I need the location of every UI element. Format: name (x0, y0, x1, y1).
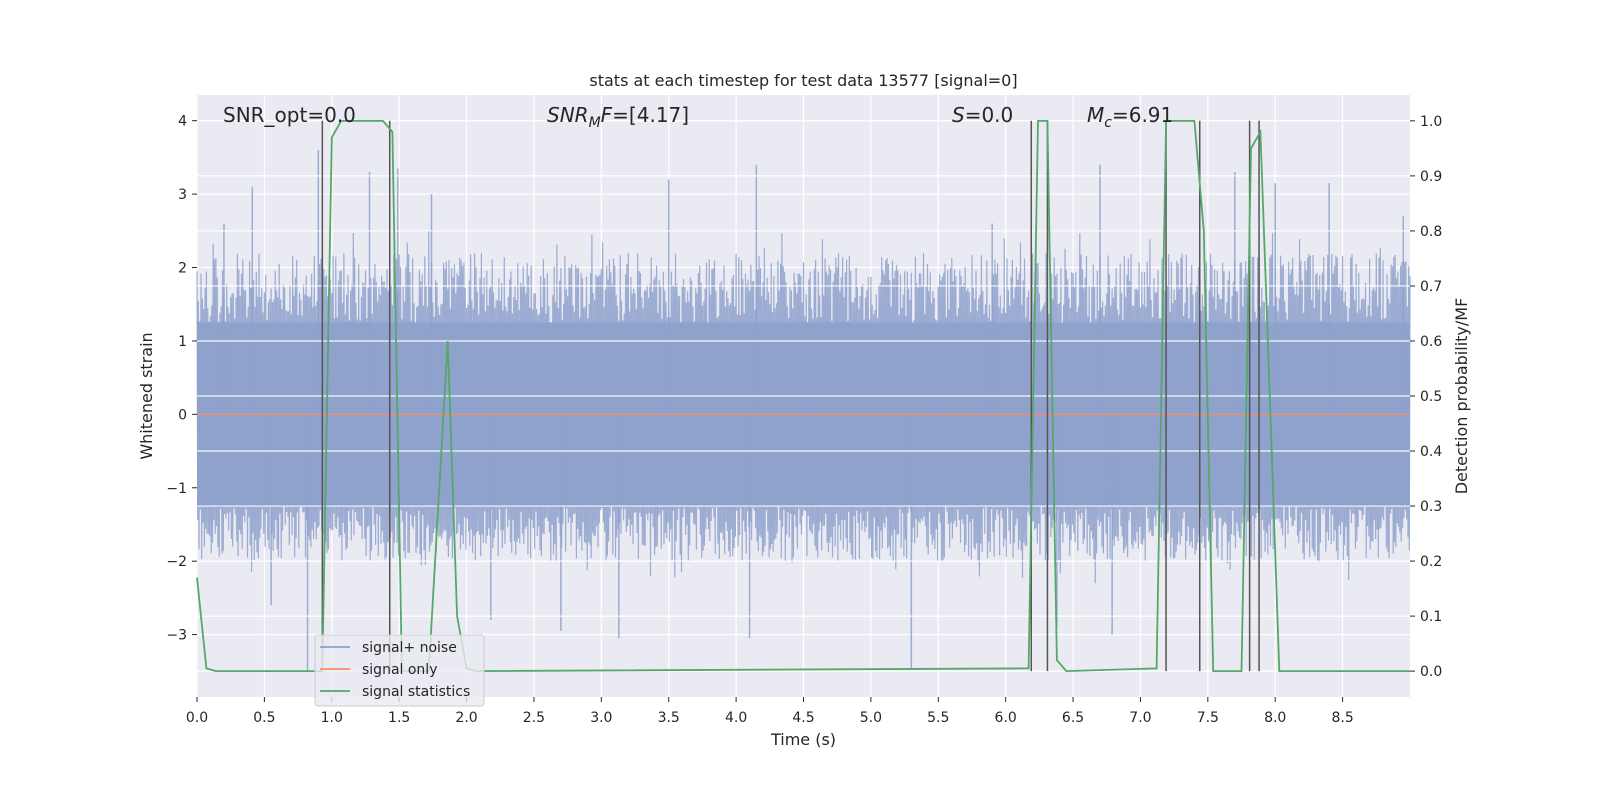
x-tick-label: 8.0 (1264, 710, 1286, 726)
y2-tick-label: 0.3 (1420, 499, 1442, 515)
y-tick-label: 2 (178, 261, 187, 277)
x-tick-label: 4.5 (792, 710, 814, 726)
legend-label: signal only (362, 662, 437, 678)
annotations: SNR_opt=0.0 SNRMF=[4.17] S=0.0 Mc=6.91 (223, 103, 1173, 131)
x-tick-label: 5.0 (860, 710, 882, 726)
x-tick-label: 0.0 (186, 710, 208, 726)
x-tick-label: 8.5 (1331, 710, 1353, 726)
x-tick-label: 3.0 (590, 710, 612, 726)
x-tick-label: 2.5 (523, 710, 545, 726)
y2-axis-label: Detection probability/MF (1452, 298, 1471, 495)
x-tick-label: 5.5 (927, 710, 949, 726)
y2-tick-label: 0.4 (1420, 444, 1442, 460)
y-tick-label: −2 (166, 554, 187, 570)
legend: signal+ noise signal only signal statistic… (314, 634, 485, 707)
tick-labels: 0.0 0.5 1.0 1.5 2.0 2.5 3.0 3.5 4.0 4.5 5.0 5.5 6.0 6… (166, 114, 1442, 726)
y2-tick-label: 0.6 (1420, 334, 1442, 350)
y-tick-label: 1 (178, 334, 187, 350)
y-tick-label: −1 (166, 481, 187, 497)
x-tick-label: 0.5 (253, 710, 275, 726)
series-signal-noise-line (196, 231, 1411, 584)
x-tick-label: 1.0 (321, 710, 343, 726)
x-tick-label: 7.0 (1129, 710, 1151, 726)
x-tick-label: 6.5 (1062, 710, 1084, 726)
x-tick-label: 1.5 (388, 710, 410, 726)
y-tick-label: 0 (178, 407, 187, 423)
chart-title: stats at each timestep for test data 135… (589, 71, 1017, 90)
y-tick-label: 4 (178, 114, 187, 130)
legend-label: signal+ noise (362, 640, 457, 656)
statistics-layer (196, 120, 1410, 673)
y-tick-label: 3 (178, 187, 187, 203)
y2-tick-label: 0.8 (1420, 224, 1442, 240)
y2-tick-label: 0.2 (1420, 554, 1442, 570)
legend-box (314, 634, 485, 707)
y2-tick-label: 0.1 (1420, 609, 1442, 625)
x-tick-label: 2.0 (455, 710, 477, 726)
y-axis-label: Whitened strain (137, 332, 156, 459)
annotation-snr_opt: SNR_opt=0.0 (223, 103, 356, 127)
y2-tick-label: 0.7 (1420, 279, 1442, 295)
x-tick-label: 6.0 (995, 710, 1017, 726)
event-marker-lines (321, 120, 1260, 672)
series-signal-statistics-line (196, 120, 1410, 673)
annotation-snr_mf: SNRMF=[4.17] (547, 103, 689, 131)
x-tick-label: 4.0 (725, 710, 747, 726)
y2-tick-label: 0.0 (1420, 664, 1442, 680)
x-tick-label: 3.5 (658, 710, 680, 726)
annotation-s: S=0.0 (952, 103, 1013, 127)
y2-tick-label: 0.9 (1420, 169, 1442, 185)
y-tick-label: −3 (166, 628, 187, 644)
x-tick-label: 7.5 (1197, 710, 1219, 726)
annotation-mc: Mc=6.91 (1087, 103, 1173, 131)
legend-label: signal statistics (362, 684, 470, 700)
y2-tick-label: 1.0 (1420, 114, 1442, 130)
y2-tick-label: 0.5 (1420, 389, 1442, 405)
x-axis-label: Time (s) (770, 730, 836, 749)
